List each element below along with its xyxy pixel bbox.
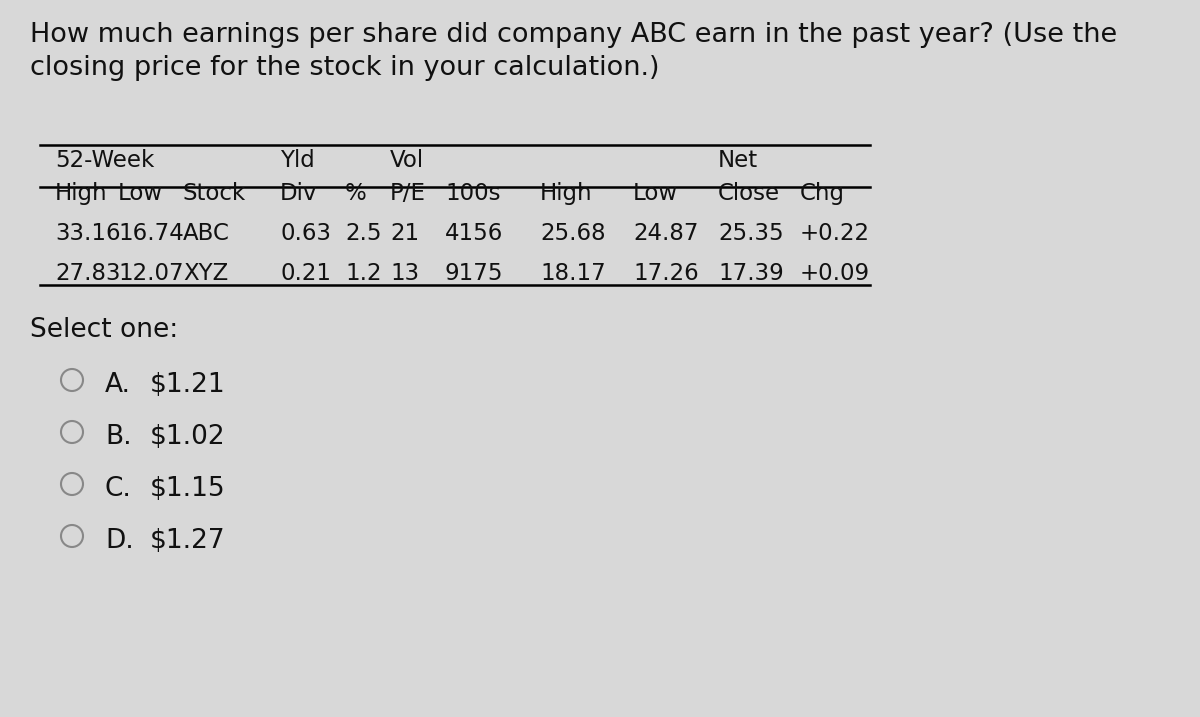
Text: +0.09: +0.09 [800, 262, 870, 285]
Text: A.: A. [106, 372, 131, 398]
Text: $1.15: $1.15 [150, 476, 226, 502]
Text: 18.17: 18.17 [540, 262, 606, 285]
Text: 27.83: 27.83 [55, 262, 120, 285]
Text: 16.74: 16.74 [118, 222, 184, 245]
Text: 9175: 9175 [445, 262, 504, 285]
Text: 25.68: 25.68 [540, 222, 606, 245]
Text: 17.39: 17.39 [718, 262, 784, 285]
Text: 21: 21 [390, 222, 419, 245]
Text: High: High [540, 182, 593, 205]
Text: How much earnings per share did company ABC earn in the past year? (Use the: How much earnings per share did company … [30, 22, 1117, 48]
Text: 0.21: 0.21 [280, 262, 331, 285]
Text: Div: Div [280, 182, 317, 205]
Text: C.: C. [106, 476, 132, 502]
Text: ABC: ABC [182, 222, 230, 245]
Text: Vol: Vol [390, 149, 424, 172]
Text: XYZ: XYZ [182, 262, 228, 285]
Text: 12.07: 12.07 [118, 262, 184, 285]
Text: 25.35: 25.35 [718, 222, 784, 245]
Text: Low: Low [634, 182, 678, 205]
Text: closing price for the stock in your calculation.): closing price for the stock in your calc… [30, 55, 660, 81]
Text: 17.26: 17.26 [634, 262, 698, 285]
Text: Stock: Stock [182, 182, 246, 205]
Text: 13: 13 [390, 262, 419, 285]
Text: Low: Low [118, 182, 163, 205]
Text: B.: B. [106, 424, 132, 450]
Text: 24.87: 24.87 [634, 222, 698, 245]
Text: +0.22: +0.22 [800, 222, 870, 245]
Text: 52-Week: 52-Week [55, 149, 155, 172]
Text: 33.16: 33.16 [55, 222, 121, 245]
Text: Close: Close [718, 182, 780, 205]
Text: $1.21: $1.21 [150, 372, 226, 398]
Text: $1.02: $1.02 [150, 424, 226, 450]
Text: 1.2: 1.2 [346, 262, 382, 285]
Text: 4156: 4156 [445, 222, 503, 245]
Text: Select one:: Select one: [30, 317, 179, 343]
Text: High: High [55, 182, 108, 205]
Text: Net: Net [718, 149, 758, 172]
Text: P/E: P/E [390, 182, 426, 205]
Text: D.: D. [106, 528, 133, 554]
Text: Chg: Chg [800, 182, 845, 205]
Text: %: % [346, 182, 367, 205]
Text: 100s: 100s [445, 182, 500, 205]
Text: Yld: Yld [280, 149, 314, 172]
Text: 2.5: 2.5 [346, 222, 382, 245]
Text: 0.63: 0.63 [280, 222, 331, 245]
Text: $1.27: $1.27 [150, 528, 226, 554]
